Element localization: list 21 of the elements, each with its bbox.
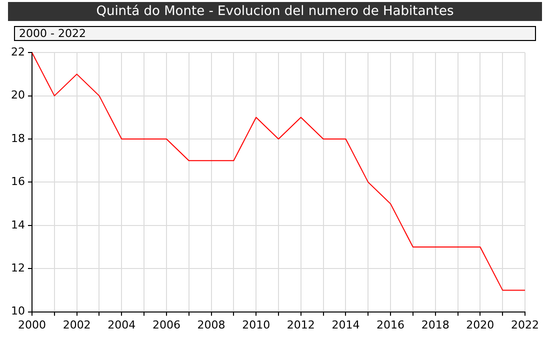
x-tick-label: 2008: [197, 318, 226, 332]
y-tick-label: 22: [10, 45, 25, 58]
x-tick-label: 2016: [376, 318, 405, 332]
y-tick-label: 12: [10, 261, 25, 274]
y-tick-label: 10: [10, 304, 25, 318]
x-tick-label: 2000: [18, 318, 46, 332]
x-tick-label: 2020: [466, 318, 494, 332]
x-tick-label: 2004: [108, 318, 136, 332]
x-tick-label: 2012: [286, 318, 315, 332]
y-tick-label: 16: [10, 175, 25, 188]
y-tick-label: 20: [10, 88, 25, 102]
x-tick-label: 2010: [242, 318, 270, 332]
x-tick-label: 2022: [511, 318, 540, 332]
y-tick-label: 14: [10, 218, 25, 232]
y-tick-label: 18: [10, 132, 25, 145]
x-tick-label: 2014: [332, 318, 360, 332]
x-tick-label: 2018: [421, 318, 450, 332]
x-tick-label: 2002: [62, 318, 91, 332]
chart-title: Quintá do Monte - Evolucion del numero de Habitantes: [8, 2, 542, 21]
text: 2000 - 2022: [14, 26, 536, 41]
x-tick-label: 2006: [152, 318, 180, 332]
